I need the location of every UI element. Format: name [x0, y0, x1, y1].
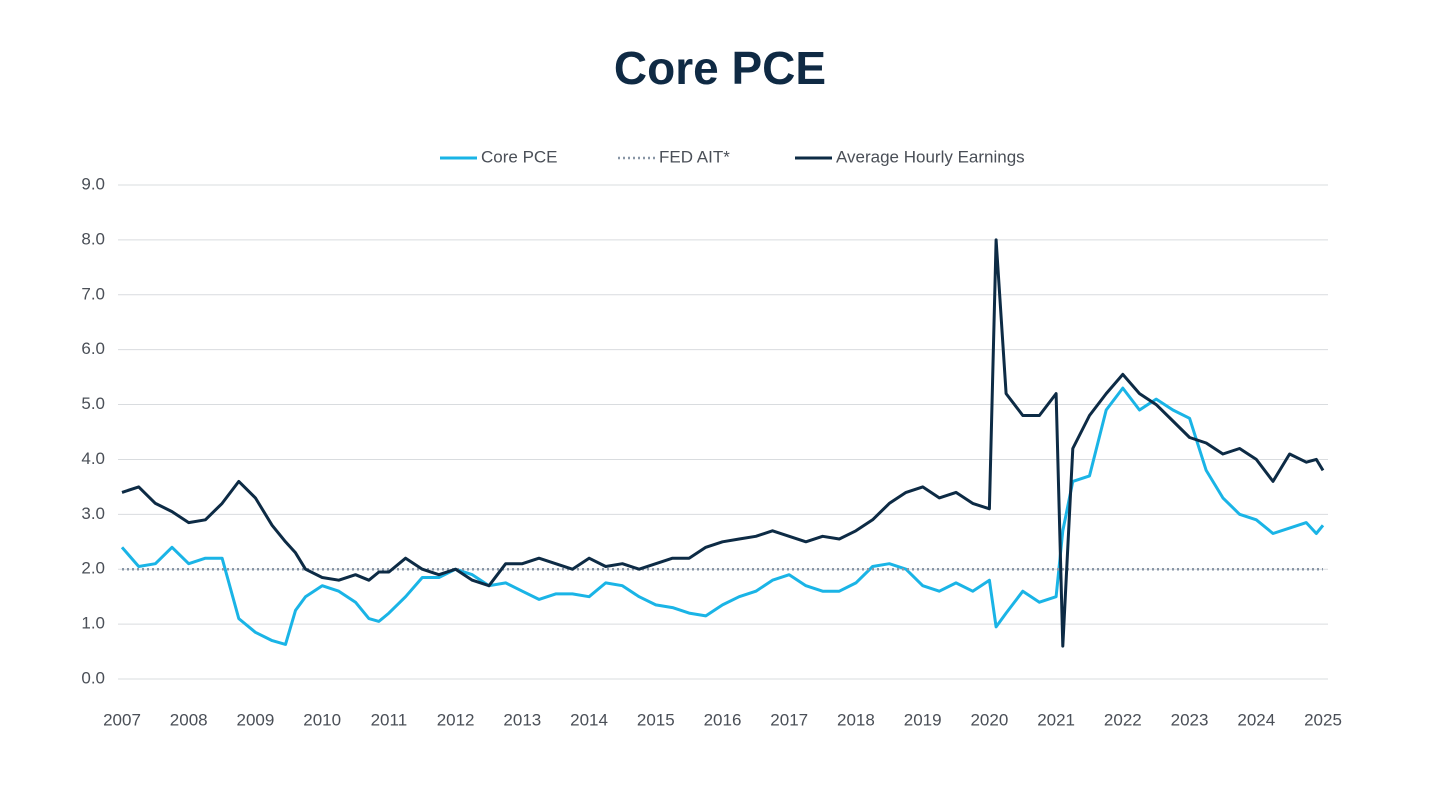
x-tick-label: 2019 — [904, 710, 942, 729]
x-tick-label: 2025 — [1304, 710, 1342, 729]
x-tick-label: 2018 — [837, 710, 875, 729]
x-tick-label: 2020 — [970, 710, 1008, 729]
x-tick-label: 2023 — [1171, 710, 1209, 729]
x-tick-label: 2017 — [770, 710, 808, 729]
series-line — [121, 238, 1325, 648]
legend-label: Core PCE — [481, 147, 558, 166]
x-tick-label: 2014 — [570, 710, 608, 729]
x-tick-label: 2021 — [1037, 710, 1075, 729]
y-tick-label: 6.0 — [81, 339, 105, 358]
x-tick-label: 2022 — [1104, 710, 1142, 729]
legend-label: Average Hourly Earnings — [836, 147, 1025, 166]
y-tick-label: 1.0 — [81, 614, 105, 633]
series-line — [120, 386, 1325, 646]
x-tick-label: 2016 — [704, 710, 742, 729]
y-tick-label: 0.0 — [81, 668, 105, 687]
y-tick-label: 7.0 — [81, 284, 105, 303]
x-tick-label: 2015 — [637, 710, 675, 729]
y-tick-label: 2.0 — [81, 559, 105, 578]
x-tick-label: 2012 — [437, 710, 475, 729]
y-tick-label: 3.0 — [81, 504, 105, 523]
y-tick-label: 9.0 — [81, 174, 105, 193]
x-tick-label: 2009 — [237, 710, 275, 729]
x-tick-label: 2010 — [303, 710, 341, 729]
chart-title: Core PCE — [614, 42, 826, 94]
x-tick-label: 2013 — [503, 710, 541, 729]
legend-label: FED AIT* — [659, 147, 730, 166]
x-tick-label: 2008 — [170, 710, 208, 729]
y-tick-label: 5.0 — [81, 394, 105, 413]
x-tick-label: 2007 — [103, 710, 141, 729]
x-tick-label: 2024 — [1237, 710, 1275, 729]
y-tick-label: 8.0 — [81, 229, 105, 248]
x-tick-label: 2011 — [371, 710, 408, 729]
y-tick-label: 4.0 — [81, 449, 105, 468]
